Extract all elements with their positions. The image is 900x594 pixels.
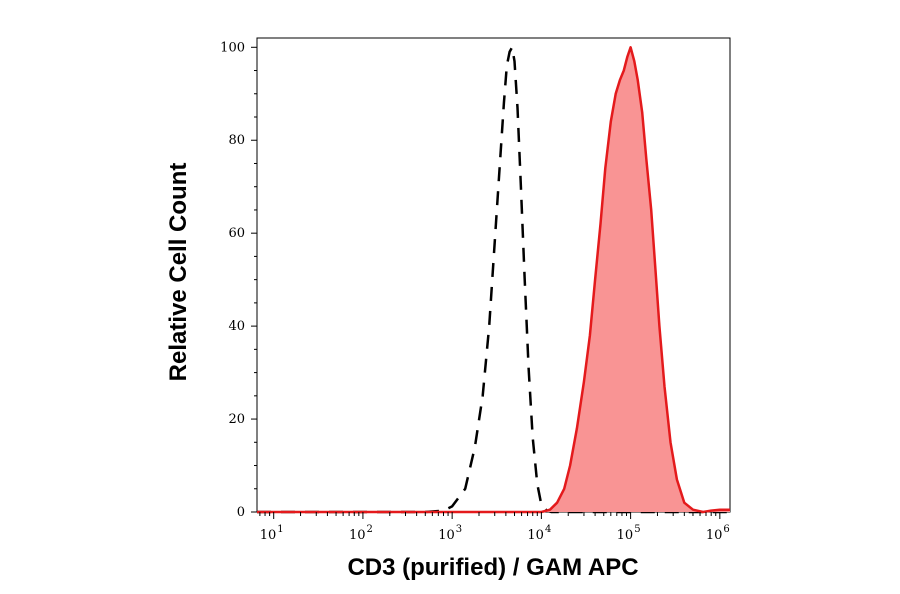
y-axis: 0 20 40 60 80 100 <box>220 40 257 520</box>
x-tick-exponent-1: 2 <box>367 524 373 535</box>
y-tick-label-3: 60 <box>228 226 245 241</box>
series-0-line <box>257 46 730 514</box>
x-tick-label-3: 104 <box>527 524 551 543</box>
x-tick-label-2: 103 <box>438 524 462 543</box>
y-tick-label-5: 100 <box>220 40 245 55</box>
x-tick-label-0: 101 <box>260 524 284 543</box>
x-tick-exponent-5: 6 <box>723 524 729 535</box>
x-axis: 101 102 103 104 105 106 <box>259 512 730 543</box>
series-layer <box>257 46 730 514</box>
x-tick-label-4: 105 <box>617 524 641 543</box>
series-1-line <box>257 46 730 514</box>
y-tick-label-1: 20 <box>228 412 245 427</box>
x-axis-title: CD3 (purified) / GAM APC <box>347 554 638 581</box>
y-axis-title: Relative Cell Count <box>165 163 192 382</box>
y-tick-label-0: 0 <box>237 505 245 520</box>
x-tick-exponent-4: 5 <box>634 524 640 535</box>
x-tick-exponent-3: 4 <box>545 524 551 535</box>
y-tick-label-2: 40 <box>228 319 245 334</box>
x-tick-exponent-2: 3 <box>456 524 462 535</box>
x-tick-exponent-0: 1 <box>277 524 283 535</box>
y-tick-label-4: 80 <box>228 133 245 148</box>
x-tick-label-1: 102 <box>349 524 373 543</box>
series-1-area <box>257 47 730 513</box>
x-tick-label-5: 106 <box>706 524 730 543</box>
